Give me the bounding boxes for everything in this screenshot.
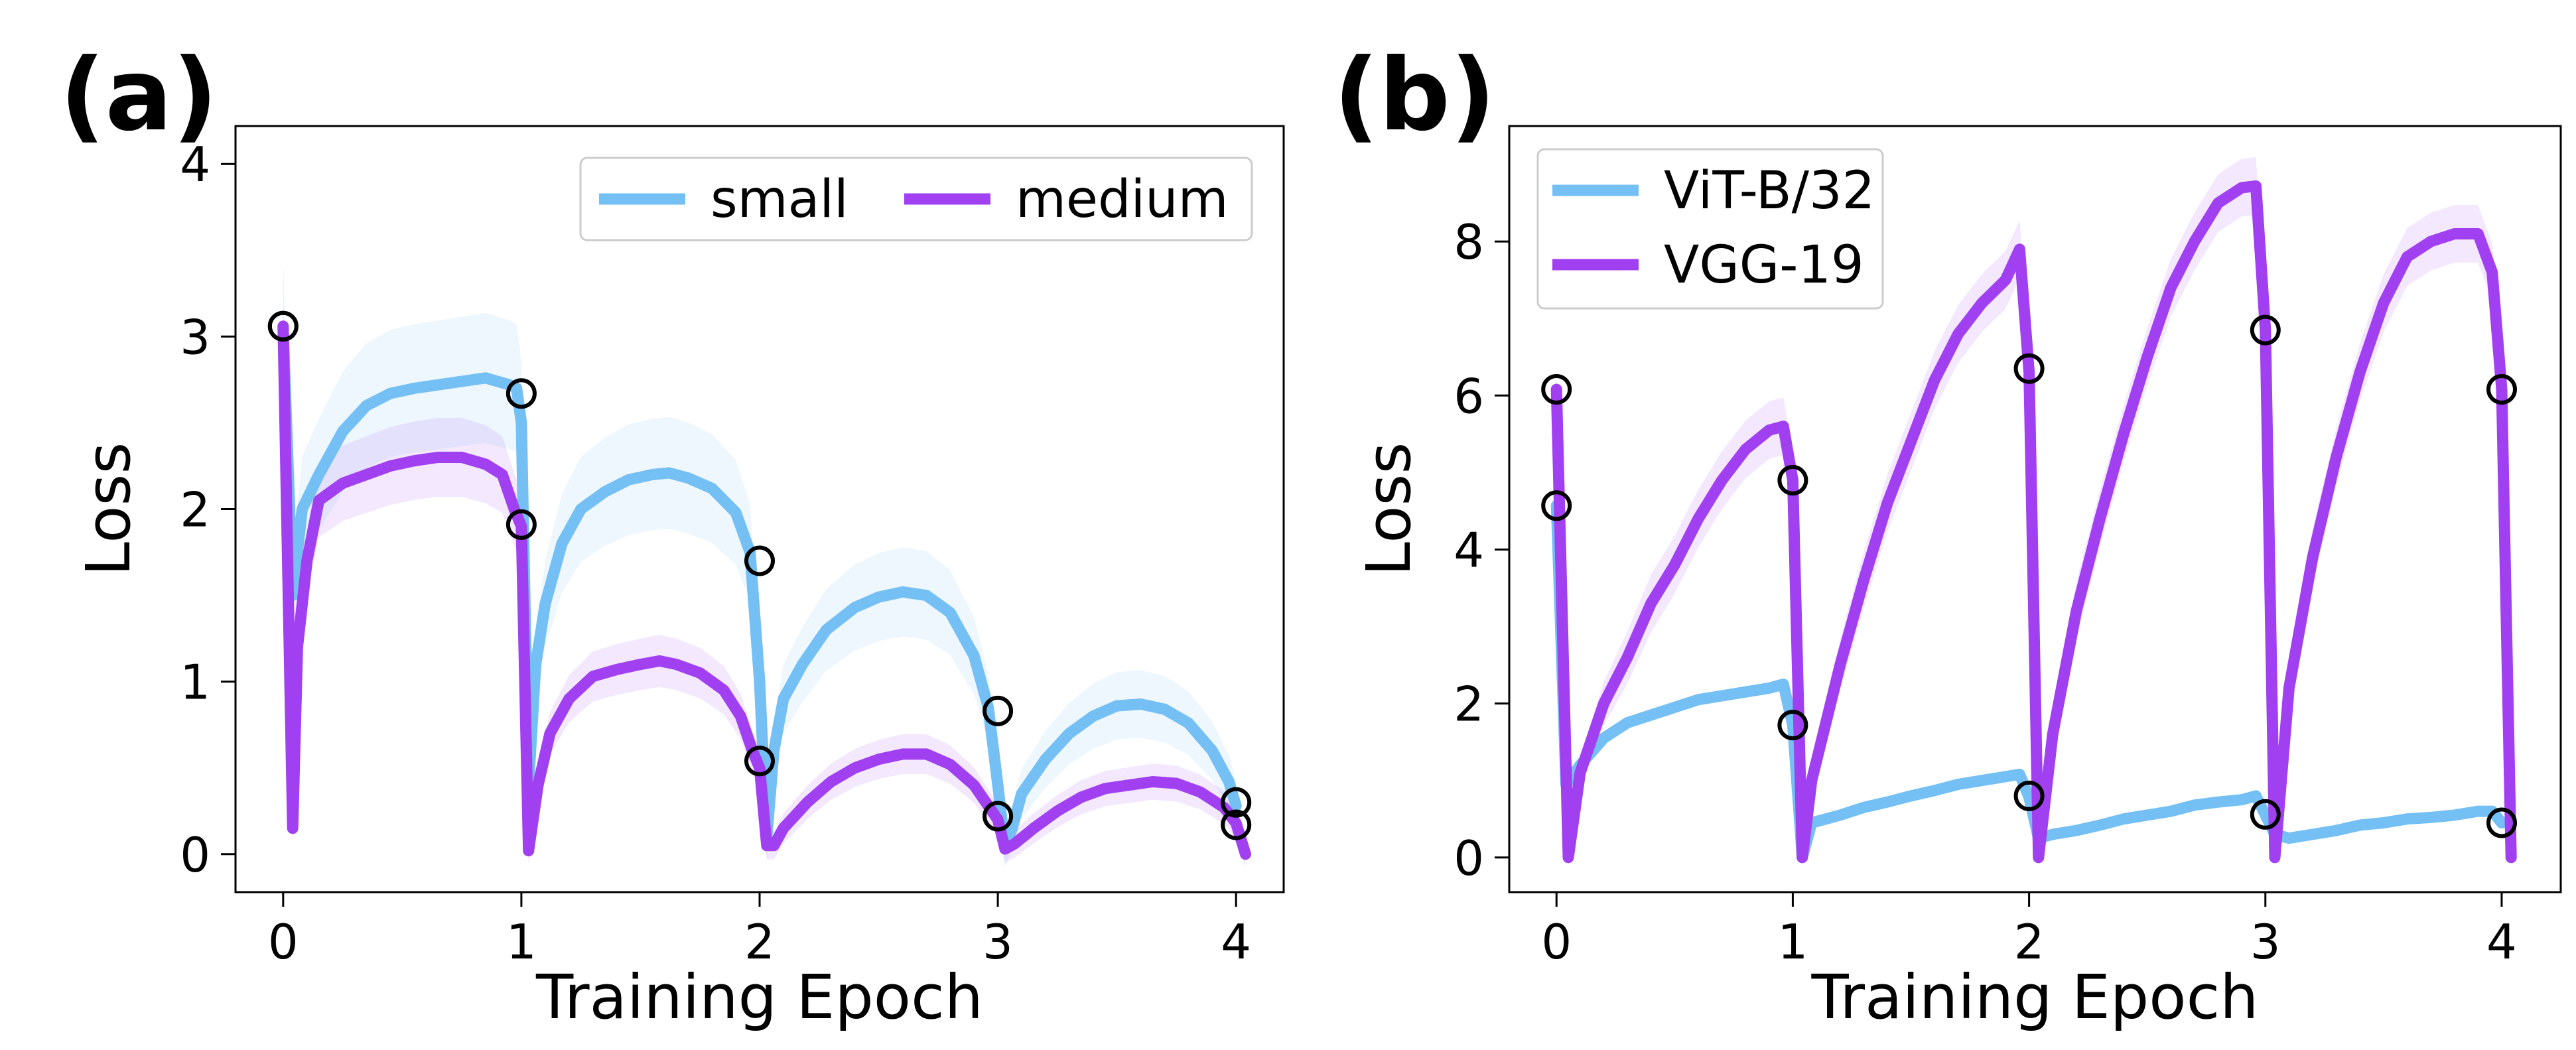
legend-label: VGG-19 xyxy=(1664,235,1864,295)
y-tick-label: 4 xyxy=(180,137,210,192)
panel-label: (b) xyxy=(1333,38,1495,153)
epoch-marker-0-3 xyxy=(983,695,1014,726)
epoch-marker-1-2 xyxy=(2013,353,2045,384)
epoch-marker-1-3 xyxy=(2250,314,2281,346)
series-line-vgg-19 xyxy=(1550,180,2517,864)
x-tick-label: 4 xyxy=(1221,914,1251,970)
axes-frame xyxy=(1508,125,2562,893)
x-tick-label: 3 xyxy=(2250,914,2281,970)
x-tick-label: 2 xyxy=(744,914,775,970)
x-tick-label: 3 xyxy=(983,914,1013,970)
epoch-marker-1-0 xyxy=(267,310,299,342)
epoch-marker-1-4 xyxy=(1221,809,1252,840)
epoch-marker-0-2 xyxy=(744,545,775,576)
x-tick-label: 0 xyxy=(1541,914,1572,970)
legend: ViT-B/32 VGG-19 xyxy=(1536,148,1884,310)
panel-label: (a) xyxy=(60,38,218,153)
series-line-vit-b-32 xyxy=(1550,499,2508,864)
y-tick-label: 4 xyxy=(1454,522,1484,578)
epoch-marker-0-4 xyxy=(1221,787,1252,818)
epoch-marker-0-2 xyxy=(2013,780,2045,811)
epoch-marker-1-2 xyxy=(744,746,775,777)
y-axis-title: Loss xyxy=(1353,442,1424,576)
y-tick-label: 0 xyxy=(180,827,210,883)
y-tick-label: 2 xyxy=(1454,677,1484,732)
panel-a: (a) 0 1 2 3 4 0 1 2 3 4 Training Epoch Loss small medi… xyxy=(60,38,1285,1033)
epoch-marker-0-1 xyxy=(506,378,537,409)
y-tick-label: 2 xyxy=(180,482,210,538)
x-tick-label: 0 xyxy=(268,914,299,970)
epoch-marker-1-4 xyxy=(2486,374,2517,405)
legend-label: small xyxy=(711,170,848,230)
x-axis-title: Training Epoch xyxy=(1811,962,2259,1033)
x-tick-label: 1 xyxy=(506,914,537,970)
x-tick-label: 4 xyxy=(2486,914,2517,970)
y-axis-title: Loss xyxy=(73,442,144,576)
legend: small medium xyxy=(579,157,1253,241)
epoch-marker-1-3 xyxy=(983,801,1014,832)
epoch-marker-0-3 xyxy=(2250,799,2281,830)
legend-label: ViT-B/32 xyxy=(1664,161,1875,221)
legend-label: medium xyxy=(1016,170,1229,230)
epoch-marker-0-1 xyxy=(1777,710,1808,741)
epoch-marker-1-1 xyxy=(506,509,537,540)
y-tick-label: 3 xyxy=(180,309,210,365)
y-tick-label: 1 xyxy=(180,655,210,710)
epoch-marker-0-4 xyxy=(2486,807,2517,838)
x-axis-title: Training Epoch xyxy=(535,962,983,1033)
epoch-marker-1-1 xyxy=(1777,465,1808,495)
x-tick-label: 1 xyxy=(1778,914,1808,970)
epoch-marker-0-0 xyxy=(1541,490,1572,521)
y-tick-label: 6 xyxy=(1454,368,1484,424)
epoch-marker-1-0 xyxy=(1541,374,1572,405)
y-tick-label: 0 xyxy=(1454,830,1484,886)
x-tick-label: 2 xyxy=(2014,914,2045,970)
y-tick-label: 8 xyxy=(1454,214,1484,270)
